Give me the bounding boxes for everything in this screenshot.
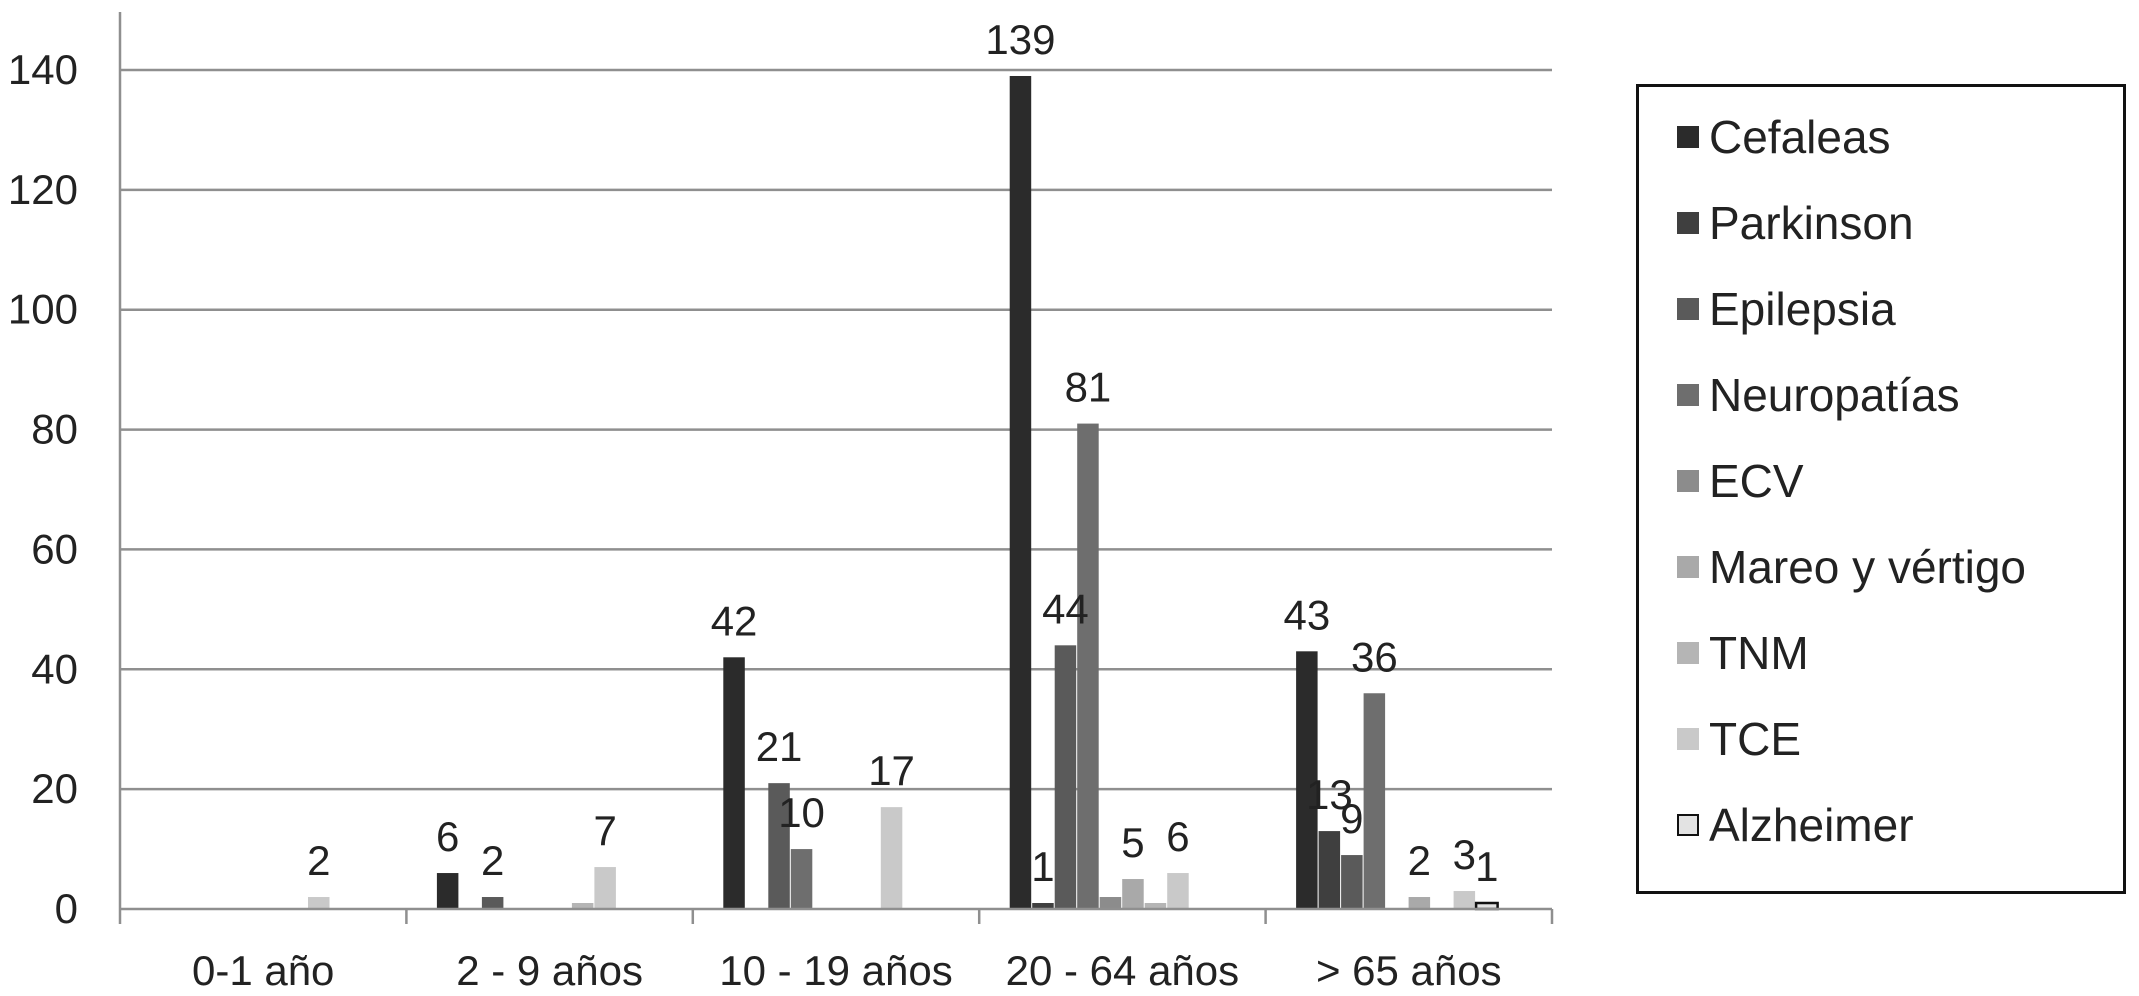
bar-epilepsia xyxy=(481,897,504,909)
bar-epilepsia xyxy=(1341,855,1363,909)
legend-label: Parkinson xyxy=(1709,197,1914,249)
legend-item: Epilepsia xyxy=(1677,274,1896,344)
data-label: 7 xyxy=(593,807,616,854)
bar-mareo-y-v-rtigo xyxy=(1122,879,1144,909)
legend-label: Cefaleas xyxy=(1709,111,1891,163)
data-label: 44 xyxy=(1042,585,1089,632)
y-tick-label: 20 xyxy=(31,765,78,812)
x-tick-label: 0-1 año xyxy=(192,947,334,994)
y-tick-label: 80 xyxy=(31,406,78,453)
legend-label: Mareo y vértigo xyxy=(1709,541,2027,593)
bar-tnm xyxy=(571,903,594,909)
legend-label: TCE xyxy=(1709,713,1801,765)
y-tick-label: 0 xyxy=(55,885,78,932)
legend-swatch xyxy=(1677,126,1699,148)
legend-swatch xyxy=(1677,814,1699,836)
y-tick-label: 100 xyxy=(8,286,78,333)
data-label: 10 xyxy=(778,789,825,836)
x-axis: 0-1 año 2 - 9 años 10 - 19 años 20 - 64 año… xyxy=(118,907,1554,994)
data-label: 81 xyxy=(1065,364,1112,411)
y-tick-label: 120 xyxy=(8,166,78,213)
data-label: 17 xyxy=(868,747,915,794)
data-label: 36 xyxy=(1351,633,1398,680)
legend-label: ECV xyxy=(1709,455,1804,507)
data-label: 42 xyxy=(711,597,758,644)
data-label: 9 xyxy=(1340,795,1363,842)
legend-swatch xyxy=(1677,642,1699,664)
legend-item: Neuropatías xyxy=(1677,360,1960,430)
data-label: 43 xyxy=(1283,591,1330,638)
data-label: 3 xyxy=(1453,831,1476,878)
bars xyxy=(308,75,1499,911)
legend-item: ECV xyxy=(1677,446,1804,516)
bar-ecv xyxy=(1099,897,1122,909)
bar-mareo-y-v-rtigo xyxy=(1408,897,1431,909)
x-tick-label: 20 - 64 años xyxy=(1006,947,1240,994)
y-tick-label: 60 xyxy=(31,525,78,572)
data-label: 5 xyxy=(1121,819,1144,866)
bar-parkinson xyxy=(1318,831,1341,909)
legend-swatch xyxy=(1677,298,1699,320)
legend-label: TNM xyxy=(1709,627,1809,679)
bar-neuropat-as xyxy=(1363,693,1386,909)
x-tick-label: > 65 años xyxy=(1316,947,1502,994)
data-label: 2 xyxy=(1408,837,1431,884)
bar-tce xyxy=(594,867,616,909)
x-tick-label: 10 - 19 años xyxy=(719,947,953,994)
bar-neuropat-as xyxy=(790,849,813,909)
legend-item: Mareo y vértigo xyxy=(1677,532,2026,602)
legend-item: TCE xyxy=(1677,704,1801,774)
bar-tce xyxy=(308,897,330,909)
data-label: 21 xyxy=(756,723,803,770)
data-label: 2 xyxy=(307,837,330,884)
legend-item: Alzheimer xyxy=(1677,790,1914,860)
bar-cefaleas xyxy=(1009,75,1032,909)
bar-neuropat-as xyxy=(1077,423,1099,909)
gridlines xyxy=(120,68,1552,791)
bar-tnm xyxy=(1144,903,1167,909)
y-tick-label: 40 xyxy=(31,645,78,692)
legend-label: Alzheimer xyxy=(1709,799,1914,851)
bar-cefaleas xyxy=(723,657,745,909)
data-label: 2 xyxy=(481,837,504,884)
bar-tce xyxy=(1453,891,1476,909)
data-label: 1 xyxy=(1475,843,1498,890)
data-label: 6 xyxy=(436,813,459,860)
bar-cefaleas xyxy=(1296,651,1318,909)
legend-swatch xyxy=(1677,470,1699,492)
bar-tce xyxy=(1167,873,1189,909)
data-label: 1 xyxy=(1031,843,1054,890)
data-label: 139 xyxy=(985,16,1055,63)
legend-swatch xyxy=(1677,384,1699,406)
legend-swatch xyxy=(1677,212,1699,234)
legend-item: Cefaleas xyxy=(1677,102,1891,172)
y-tick-label: 140 xyxy=(8,46,78,93)
legend-label: Epilepsia xyxy=(1709,283,1896,335)
legend-item: Parkinson xyxy=(1677,188,1914,258)
legend: Cefaleas Parkinson Epilepsia Neuropatías ECV… xyxy=(1636,84,2126,894)
bar-parkinson xyxy=(1032,903,1054,909)
x-tick-label: 2 - 9 años xyxy=(456,947,643,994)
legend-label: Neuropatías xyxy=(1709,369,1960,421)
bar-cefaleas xyxy=(436,873,459,909)
data-label: 13 xyxy=(1306,771,1353,818)
data-label: 6 xyxy=(1166,813,1189,860)
bar-epilepsia xyxy=(1054,645,1077,909)
bar-epilepsia xyxy=(768,783,790,909)
legend-item: TNM xyxy=(1677,618,1809,688)
legend-swatch xyxy=(1677,728,1699,750)
bar-tce xyxy=(880,807,903,909)
y-axis: 0 20 40 60 80 100 120 140 xyxy=(8,12,122,932)
legend-swatch xyxy=(1677,556,1699,578)
